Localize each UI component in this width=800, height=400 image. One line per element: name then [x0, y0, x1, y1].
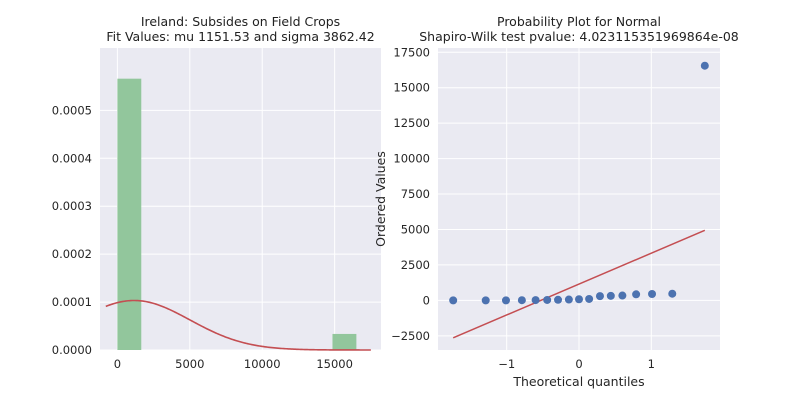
- histogram-panel: Ireland: Subsides on Field Crops Fit Val…: [52, 14, 381, 371]
- histogram-y-tick-label: 0.0004: [52, 151, 92, 165]
- histogram-title: Ireland: Subsides on Field Crops: [141, 14, 340, 29]
- probplot-point: [481, 296, 490, 305]
- probplot-point: [517, 296, 526, 305]
- histogram-bars: [117, 78, 357, 350]
- probplot-y-tick-label: 5000: [401, 222, 430, 236]
- histogram-x-tick-label: 10000: [244, 357, 281, 371]
- probplot-point: [543, 295, 552, 304]
- probplot-title: Probability Plot for Normal: [497, 14, 661, 29]
- probplot-point: [501, 296, 510, 305]
- probplot-point: [618, 291, 627, 300]
- probplot-y-label: Ordered Values: [373, 151, 388, 247]
- probplot-x-ticks: −1 0 1: [498, 357, 655, 371]
- probplot-y-ticks: −2500 0 2500 5000 7500 10000 12500 15000 17500: [391, 45, 430, 343]
- probplot-point: [595, 292, 604, 301]
- histogram-y-tick-label: 0.0000: [52, 343, 92, 357]
- probplot-y-tick-label: 0: [423, 293, 430, 307]
- histogram-y-ticks: 0.0000 0.0001 0.0002 0.0003 0.0004 0.0005: [52, 103, 92, 357]
- probplot-point: [632, 290, 641, 299]
- probplot-x-tick-label: −1: [498, 357, 515, 371]
- probplot-fit-line: [452, 229, 706, 339]
- histogram-x-tick-label: 5000: [175, 357, 204, 371]
- probplot-point: [554, 295, 563, 304]
- probplot-y-tick-label: 12500: [393, 116, 430, 130]
- histogram-y-tick-label: 0.0005: [52, 103, 92, 117]
- probplot-y-tick-label: −2500: [391, 329, 430, 343]
- normal-fit-curve: [105, 299, 371, 351]
- probplot-x-label: Theoretical quantiles: [512, 374, 644, 389]
- probplot-x-tick-label: 1: [648, 357, 655, 371]
- histogram-x-tick-label: 0: [114, 357, 121, 371]
- probplot-y-tick-label: 15000: [393, 81, 430, 95]
- probability-plot-panel: Probability Plot for Normal Shapiro-Wilk…: [373, 14, 739, 389]
- probplot-point: [648, 289, 657, 298]
- histogram-subtitle: Fit Values: mu 1151.53 and sigma 3862.42: [106, 29, 374, 44]
- histogram-axes-background: [100, 48, 381, 350]
- histogram-x-ticks: 0 5000 10000 15000: [114, 357, 353, 371]
- probplot-point: [668, 289, 677, 298]
- probplot-point: [585, 294, 594, 303]
- histogram-y-tick-label: 0.0003: [52, 199, 92, 213]
- histogram-y-tick-label: 0.0001: [52, 295, 92, 309]
- histogram-y-tick-label: 0.0002: [52, 247, 92, 261]
- probplot-subtitle: Shapiro-Wilk test pvalue: 4.023115351969…: [419, 29, 739, 44]
- histogram-bar: [117, 78, 142, 350]
- probplot-point: [700, 61, 709, 70]
- probplot-point: [564, 295, 573, 304]
- probplot-y-tick-label: 7500: [401, 187, 430, 201]
- probplot-y-tick-label: 17500: [393, 45, 430, 59]
- histogram-x-tick-label: 15000: [316, 357, 353, 371]
- probplot-point: [531, 296, 540, 305]
- probplot-point: [606, 291, 615, 300]
- probplot-point: [575, 295, 583, 304]
- probplot-y-tick-label: 10000: [393, 152, 430, 166]
- probplot-x-tick-label: 0: [575, 357, 582, 371]
- probplot-point: [449, 296, 458, 305]
- histogram-bar: [332, 333, 357, 350]
- probplot-points: [449, 61, 709, 305]
- probplot-y-tick-label: 2500: [401, 258, 430, 272]
